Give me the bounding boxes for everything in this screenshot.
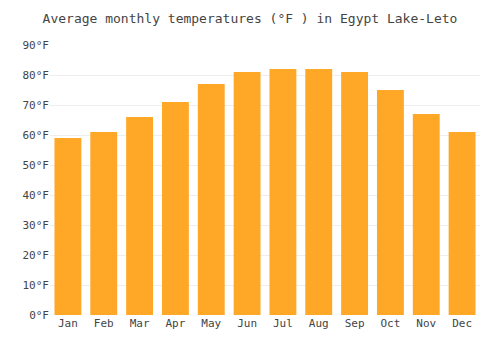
svg-text:40°F: 40°F [23, 189, 50, 202]
svg-text:30°F: 30°F [23, 219, 50, 232]
svg-text:Sep: Sep [345, 317, 365, 330]
svg-text:10°F: 10°F [23, 279, 50, 292]
svg-text:Average monthly temperatures (: Average monthly temperatures (°F ) in Eg… [43, 11, 458, 26]
svg-text:Oct: Oct [380, 317, 400, 330]
svg-text:60°F: 60°F [23, 129, 50, 142]
svg-text:Mar: Mar [130, 317, 150, 330]
svg-text:Dec: Dec [452, 317, 472, 330]
svg-text:Feb: Feb [94, 317, 114, 330]
svg-text:0°F: 0°F [29, 309, 49, 322]
svg-text:Apr: Apr [165, 317, 185, 330]
svg-text:Jul: Jul [273, 317, 293, 330]
svg-text:50°F: 50°F [23, 159, 50, 172]
svg-text:90°F: 90°F [23, 39, 50, 52]
svg-text:Aug: Aug [309, 317, 329, 330]
svg-text:70°F: 70°F [23, 99, 50, 112]
svg-text:80°F: 80°F [23, 69, 50, 82]
svg-text:Nov: Nov [416, 317, 436, 330]
svg-text:20°F: 20°F [23, 249, 50, 262]
svg-text:Jun: Jun [237, 317, 257, 330]
svg-text:Jan: Jan [58, 317, 78, 330]
svg-text:May: May [201, 317, 221, 330]
